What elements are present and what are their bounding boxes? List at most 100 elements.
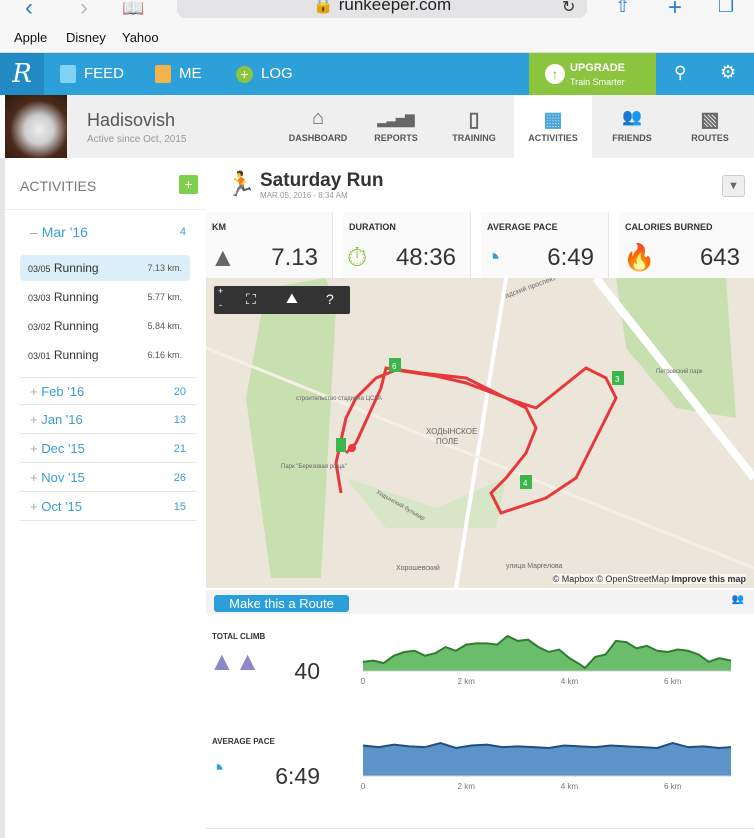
url-bar[interactable]: 🔒 runkeeper.com [177,0,587,18]
run-type: Running [53,319,99,333]
pace-value: 6:49 [275,763,320,789]
tab-training[interactable]: ▯ TRAINING [435,95,513,158]
x-tick-label: 2 km [458,782,476,791]
feed-icon [60,65,76,83]
month-count: 26 [173,472,186,484]
activities-sidebar: ACTIVITIES + – Mar '16 4 03/05 Running 7.1… [0,158,206,838]
km-marker-label: 4 [523,479,528,488]
calendar-icon: ▦ [543,109,563,131]
month-group[interactable]: + Oct '15 15 [20,493,196,521]
upgrade-label: UPGRADE [570,62,626,74]
month-label: Oct '15 [41,499,82,514]
month-group[interactable]: + Dec '15 21 [20,435,196,463]
share-icon[interactable]: ⇧ [615,0,631,16]
runkeeper-logo[interactable]: R [0,53,44,95]
tab-label: ROUTES [691,133,729,143]
map-canvas: ХОДЫНСКОЕ ПОЛЕ Петровский парк Парк "Бер… [206,278,754,588]
run-date: 03/02 [28,322,51,332]
month-count: 13 [173,414,186,426]
month-group[interactable]: + Feb '16 20 [20,377,196,405]
nav-me[interactable]: ME [155,53,202,95]
avatar[interactable] [5,95,67,158]
expand-icon: + [30,384,38,399]
tab-reports[interactable]: ▂▃▅▇ REPORTS [357,95,435,158]
bookmark-apple[interactable]: Apple [14,30,48,45]
reload-icon[interactable]: ↻ [562,0,576,16]
improve-map-link[interactable]: Improve this map [671,574,746,584]
routes-map-icon: ▧ [700,109,720,131]
profile-name[interactable]: Hadisovish [87,110,176,130]
back-icon[interactable]: ‹ [25,0,33,21]
month-count: 20 [173,386,186,398]
activity-list-item[interactable]: 03/05 Running 7.13 km. [20,255,190,281]
group-icon[interactable]: 👥 [731,594,744,605]
x-tick-label: 0 [361,677,366,686]
stat-duration: DURATION ⏱ 48:36 [343,212,471,278]
mountain-icon: ▲▲ [209,646,261,676]
km-marker [520,475,532,489]
bookmarks-icon[interactable]: 📖 [122,0,145,18]
route-map[interactable]: ХОДЫНСКОЕ ПОЛЕ Петровский парк Парк "Бер… [206,278,754,588]
month-label: Jan '16 [41,412,83,427]
month-group[interactable]: + Nov '15 26 [20,464,196,492]
upgrade-button[interactable]: ↑ UPGRADE Train Smarter [529,53,656,95]
activity-detail: 🏃 Saturday Run MAR 05, 2016 - 8:34 AM ▼ … [206,158,754,838]
expand-icon: + [30,441,38,456]
km-marker [612,371,624,385]
help-button[interactable]: ? [326,291,334,307]
stat-value: 48:36 [395,244,456,271]
expand-icon: + [30,412,38,427]
x-tick-label: 2 km [458,677,476,686]
url-text: runkeeper.com [338,0,452,14]
make-route-button[interactable]: Make this a Route [214,595,349,612]
start-flag-icon [336,438,346,452]
tab-activities[interactable]: ▦ ACTIVITIES [514,95,592,158]
collapse-icon: – [30,224,38,240]
area-fill [363,636,731,671]
x-tick-label: 6 km [664,782,682,791]
x-tick-label: 0 [361,782,366,791]
tab-dashboard[interactable]: ⌂ DASHBOARD [279,95,357,158]
sidebar-title: ACTIVITIES [20,178,97,194]
month-count: 4 [179,226,186,238]
new-tab-icon[interactable]: + [668,0,683,21]
activity-menu-chevron-down-icon[interactable]: ▼ [722,175,745,197]
route-bar: Make this a Route 👥 [206,590,754,614]
km-marker-label: 3 [615,375,620,384]
park-area [246,278,336,578]
fullscreen-icon[interactable]: ⛶ [246,291,256,307]
attribution-link[interactable]: © Mapbox © OpenStreetMap [552,574,669,584]
tab-friends[interactable]: 👥 FRIENDS [593,95,671,158]
bookmark-yahoo[interactable]: Yahoo [122,30,159,45]
search-icon[interactable]: ⚲ [674,63,687,82]
forward-icon[interactable]: › [80,0,88,21]
bookmark-disney[interactable]: Disney [66,30,106,45]
run-distance: 6.16 km. [147,350,182,360]
map-label: строительство стадиона ЦСКА [296,396,382,402]
km-marker [389,358,401,372]
nav-log[interactable]: + LOG [236,53,293,95]
activity-list-item[interactable]: 03/01 Running 6.16 km. [20,342,190,368]
nav-feed[interactable]: FEED [60,53,124,95]
elevation-chart: 0 2 km 4 km 6 km [361,634,732,686]
month-count: 21 [173,443,186,455]
settings-gear-icon[interactable]: ⚙ [720,62,737,82]
map-label: Хорошевский [396,564,440,572]
park-area [346,478,506,528]
top-nav: R FEED ME + LOG ↑ UPGRADE Train Smarter ⚲… [0,53,754,95]
terrain-icon[interactable]: ⛰ [286,290,298,306]
tabs-icon[interactable]: ❐ [718,0,735,16]
add-activity-button[interactable]: + [179,175,198,194]
month-group[interactable]: + Jan '16 13 [20,406,196,434]
zoom-out-button[interactable]: - [219,300,222,310]
tab-routes[interactable]: ▧ ROUTES [671,95,749,158]
month-mar-16[interactable]: – Mar '16 4 [20,218,196,246]
end-pin-icon [348,444,356,452]
map-label: ХОДЫНСКОЕ [426,427,477,436]
activity-list-item[interactable]: 03/03 Running 5.77 km. [20,284,190,310]
speedometer-icon: ◔ [485,242,501,272]
month-count: 15 [173,501,186,513]
activity-list-item[interactable]: 03/02 Running 5.84 km. [20,313,190,339]
zoom-in-button[interactable]: + [218,286,224,296]
run-type: Running [53,290,99,304]
